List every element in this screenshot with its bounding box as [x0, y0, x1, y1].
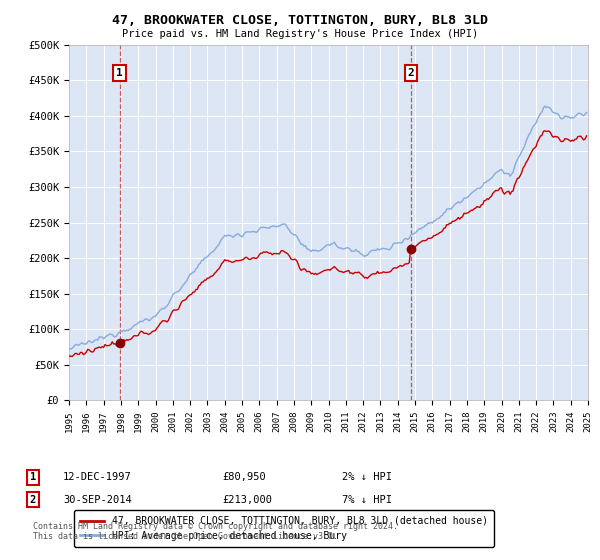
Text: 47, BROOKWATER CLOSE, TOTTINGTON, BURY, BL8 3LD: 47, BROOKWATER CLOSE, TOTTINGTON, BURY, …: [112, 14, 488, 27]
Text: 2: 2: [407, 68, 414, 78]
Text: 1: 1: [30, 472, 36, 482]
Text: Contains HM Land Registry data © Crown copyright and database right 2024.
This d: Contains HM Land Registry data © Crown c…: [33, 522, 398, 542]
Legend: 47, BROOKWATER CLOSE, TOTTINGTON, BURY, BL8 3LD (detached house), HPI: Average p: 47, BROOKWATER CLOSE, TOTTINGTON, BURY, …: [74, 510, 494, 547]
Text: 2% ↓ HPI: 2% ↓ HPI: [342, 472, 392, 482]
Text: 2: 2: [30, 494, 36, 505]
Text: 1: 1: [116, 68, 123, 78]
Text: 12-DEC-1997: 12-DEC-1997: [63, 472, 132, 482]
Text: £213,000: £213,000: [222, 494, 272, 505]
Text: Price paid vs. HM Land Registry's House Price Index (HPI): Price paid vs. HM Land Registry's House …: [122, 29, 478, 39]
Text: £80,950: £80,950: [222, 472, 266, 482]
Text: 30-SEP-2014: 30-SEP-2014: [63, 494, 132, 505]
Text: 7% ↓ HPI: 7% ↓ HPI: [342, 494, 392, 505]
